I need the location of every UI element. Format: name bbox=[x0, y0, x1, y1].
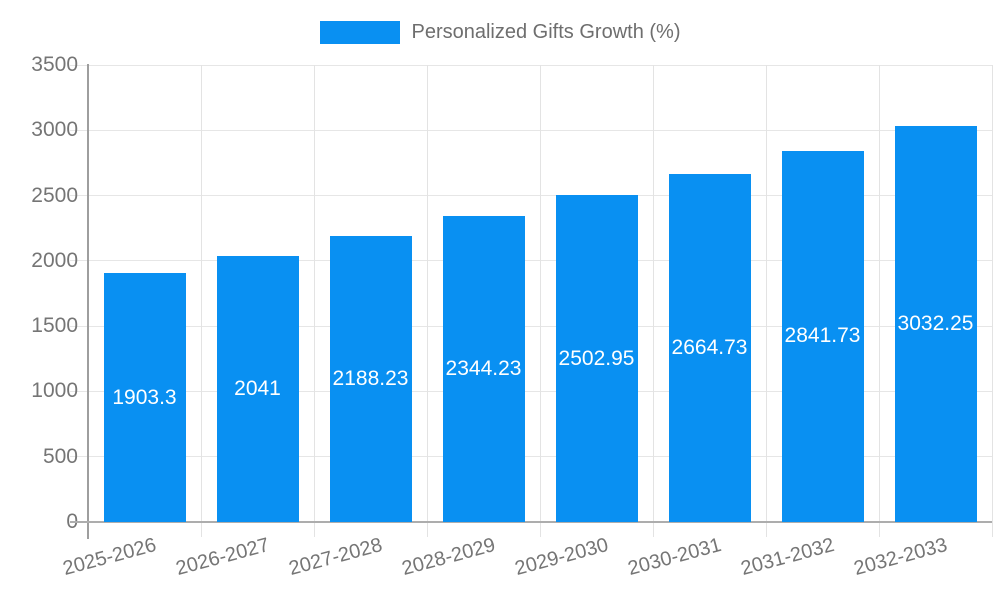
bar-value-label: 2041 bbox=[234, 376, 281, 400]
bar[interactable] bbox=[442, 215, 525, 522]
y-axis-line bbox=[87, 64, 89, 539]
y-gridline bbox=[70, 195, 992, 197]
x-axis-line bbox=[70, 521, 992, 523]
bar-value-label: 3032.25 bbox=[897, 312, 974, 336]
y-gridline bbox=[70, 260, 992, 262]
bar-value-label: 2502.95 bbox=[558, 346, 635, 370]
y-tick-label: 2500 bbox=[31, 183, 78, 207]
y-gridline bbox=[70, 129, 992, 131]
x-gridline bbox=[200, 65, 202, 537]
x-gridline bbox=[652, 65, 654, 537]
y-tick-label: 0 bbox=[0, 511, 78, 533]
y-gridline bbox=[70, 64, 992, 66]
x-gridline bbox=[991, 65, 993, 537]
bar-value-label: 2344.23 bbox=[445, 356, 522, 380]
y-tick-label: 500 bbox=[42, 444, 78, 468]
y-tick-label: 3500 bbox=[31, 53, 78, 76]
bar-value-label: 1903.3 bbox=[112, 385, 177, 409]
y-gridline bbox=[70, 325, 992, 327]
y-tick-label: 2000 bbox=[31, 248, 78, 272]
x-gridline bbox=[313, 65, 315, 537]
y-tick-label: 1500 bbox=[31, 314, 78, 338]
bar-value-label: 2188.23 bbox=[332, 367, 409, 391]
legend-label: Personalized Gifts Growth (%) bbox=[411, 20, 681, 43]
bar[interactable] bbox=[329, 236, 412, 522]
y-tick-label: 3000 bbox=[31, 118, 78, 142]
x-gridline bbox=[878, 65, 880, 537]
bar-value-label: 2664.73 bbox=[671, 336, 748, 360]
y-tick-label: 1000 bbox=[31, 379, 78, 403]
y-gridline bbox=[70, 456, 992, 458]
x-gridline bbox=[765, 65, 767, 537]
bar[interactable] bbox=[894, 126, 977, 522]
bar[interactable] bbox=[781, 150, 864, 522]
legend-swatch-icon bbox=[319, 20, 400, 44]
bar[interactable] bbox=[668, 174, 751, 522]
bar-value-label: 2841.73 bbox=[784, 324, 861, 348]
x-gridline bbox=[426, 65, 428, 537]
y-gridline bbox=[70, 390, 992, 392]
bar[interactable] bbox=[103, 273, 186, 522]
x-gridline bbox=[539, 65, 541, 537]
bar[interactable] bbox=[216, 255, 299, 522]
bar[interactable] bbox=[555, 195, 638, 522]
chart-legend[interactable]: Personalized Gifts Growth (%) bbox=[0, 18, 1000, 46]
